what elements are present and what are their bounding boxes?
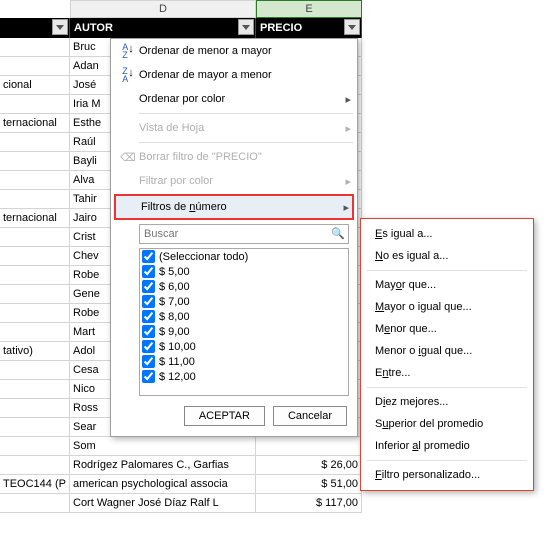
chevron-right-icon: ▸ [343,201,349,214]
filter-checkbox-item[interactable]: $ 12,00 [140,369,348,384]
cell[interactable] [0,57,70,76]
sub-not-equals[interactable]: No es igual a... [361,245,533,267]
checkbox[interactable] [142,325,155,338]
cell[interactable]: $ 51,00 [256,475,362,494]
sub-between[interactable]: Entre... [361,362,533,384]
table-row[interactable]: Som [0,437,362,456]
cell[interactable] [0,285,70,304]
checkbox[interactable] [142,340,155,353]
cell[interactable]: Rodrígez Palomares C., Garfias [70,456,256,475]
accept-button[interactable]: ACEPTAR [184,406,265,426]
cell[interactable]: $ 26,00 [256,456,362,475]
table-row[interactable]: TEOC144 (Pamerican psychological associa… [0,475,362,494]
sort-asc-icon: AZ↓ [117,43,139,59]
sub-equals[interactable]: Es igual a... [361,223,533,245]
filter-checkbox-item[interactable]: $ 8,00 [140,309,348,324]
header-filter-prev [0,18,70,38]
header-autor-label: AUTOR [74,22,113,34]
cell[interactable]: TEOC144 (P [0,475,70,494]
search-input[interactable] [139,224,349,244]
cell[interactable] [0,380,70,399]
menu-filter-color: Filtrar por color▸ [111,169,357,193]
number-filters-submenu: Es igual a... No es igual a... Mayor que… [360,218,534,491]
checkbox[interactable] [142,265,155,278]
sub-below-avg[interactable]: Inferior al promedio [361,435,533,457]
sub-less-eq[interactable]: Menor o igual que... [361,340,533,362]
table-row[interactable]: Cort Wagner José Díaz Ralf L$ 117,00 [0,494,362,513]
cell[interactable] [0,95,70,114]
checkbox[interactable] [142,370,155,383]
column-letter-d[interactable]: D [70,0,256,18]
cell[interactable]: Cort Wagner José Díaz Ralf L [70,494,256,513]
cell[interactable]: ternacional [0,114,70,133]
filter-value-list[interactable]: (Seleccionar todo)$ 5,00$ 6,00$ 7,00$ 8,… [139,248,349,396]
cell[interactable] [0,247,70,266]
cell[interactable] [0,190,70,209]
chevron-right-icon: ▸ [345,93,351,106]
column-letter-e[interactable]: E [256,0,362,18]
cell[interactable] [0,456,70,475]
filter-checkbox-item[interactable]: $ 11,00 [140,354,348,369]
checkbox[interactable] [142,310,155,323]
sub-above-avg[interactable]: Superior del promedio [361,413,533,435]
cell[interactable]: cional [0,76,70,95]
cell[interactable]: ternacional [0,209,70,228]
menu-clear-filter: ⌫Borrar filtro de "PRECIO" [111,145,357,169]
sub-less[interactable]: Menor que... [361,318,533,340]
cell[interactable] [0,437,70,456]
menu-sort-color[interactable]: Ordenar por color▸ [111,87,357,111]
cell[interactable] [0,399,70,418]
cell[interactable]: tativo) [0,342,70,361]
filter-checkbox-item[interactable]: $ 6,00 [140,279,348,294]
menu-sheet-view: Vista de Hoja▸ [111,116,357,140]
filter-menu: AZ↓ Ordenar de menor a mayor ZA↓ Ordenar… [110,38,358,437]
cancel-button[interactable]: Cancelar [273,406,347,426]
checkbox[interactable] [142,280,155,293]
filter-search: 🔍 [139,224,349,244]
cell[interactable]: $ 117,00 [256,494,362,513]
sub-custom[interactable]: Filtro personalizado... [361,464,533,486]
checkbox[interactable] [142,250,155,263]
checkbox[interactable] [142,355,155,368]
filter-checkbox-item[interactable]: (Seleccionar todo) [140,249,348,264]
cell[interactable] [0,361,70,380]
sort-desc-icon: ZA↓ [117,67,139,83]
filter-checkbox-item[interactable]: $ 7,00 [140,294,348,309]
cell[interactable] [0,38,70,57]
clear-filter-icon: ⌫ [117,151,139,164]
sub-greater-eq[interactable]: Mayor o igual que... [361,296,533,318]
header-row: AUTOR PRECIO [0,18,362,38]
header-precio: PRECIO [256,18,362,38]
column-letter-row: D E [0,0,556,18]
cell[interactable] [0,152,70,171]
table-row[interactable]: Rodrígez Palomares C., Garfias$ 26,00 [0,456,362,475]
cell[interactable] [0,494,70,513]
cell[interactable] [256,437,362,456]
cell[interactable] [0,228,70,247]
cell[interactable] [0,323,70,342]
cell[interactable] [0,266,70,285]
filter-checkbox-item[interactable]: $ 10,00 [140,339,348,354]
header-autor: AUTOR [70,18,256,38]
cell[interactable]: american psychological associa [70,475,256,494]
filter-checkbox-item[interactable]: $ 5,00 [140,264,348,279]
cell[interactable] [0,133,70,152]
cell[interactable] [0,171,70,190]
filter-dropdown-button[interactable] [344,19,360,35]
menu-number-filters[interactable]: Filtros de número▸ [114,194,354,220]
cell[interactable] [0,418,70,437]
filter-dropdown-button[interactable] [238,19,254,35]
filter-checkbox-item[interactable]: $ 9,00 [140,324,348,339]
search-icon: 🔍 [331,227,345,240]
menu-sort-asc[interactable]: AZ↓ Ordenar de menor a mayor [111,39,357,63]
cell[interactable] [0,304,70,323]
sub-top10[interactable]: Diez mejores... [361,391,533,413]
filter-dropdown-button[interactable] [52,19,68,35]
header-precio-label: PRECIO [260,22,302,34]
checkbox[interactable] [142,295,155,308]
menu-sort-desc[interactable]: ZA↓ Ordenar de mayor a menor [111,63,357,87]
cell[interactable]: Som [70,437,256,456]
sub-greater[interactable]: Mayor que... [361,274,533,296]
